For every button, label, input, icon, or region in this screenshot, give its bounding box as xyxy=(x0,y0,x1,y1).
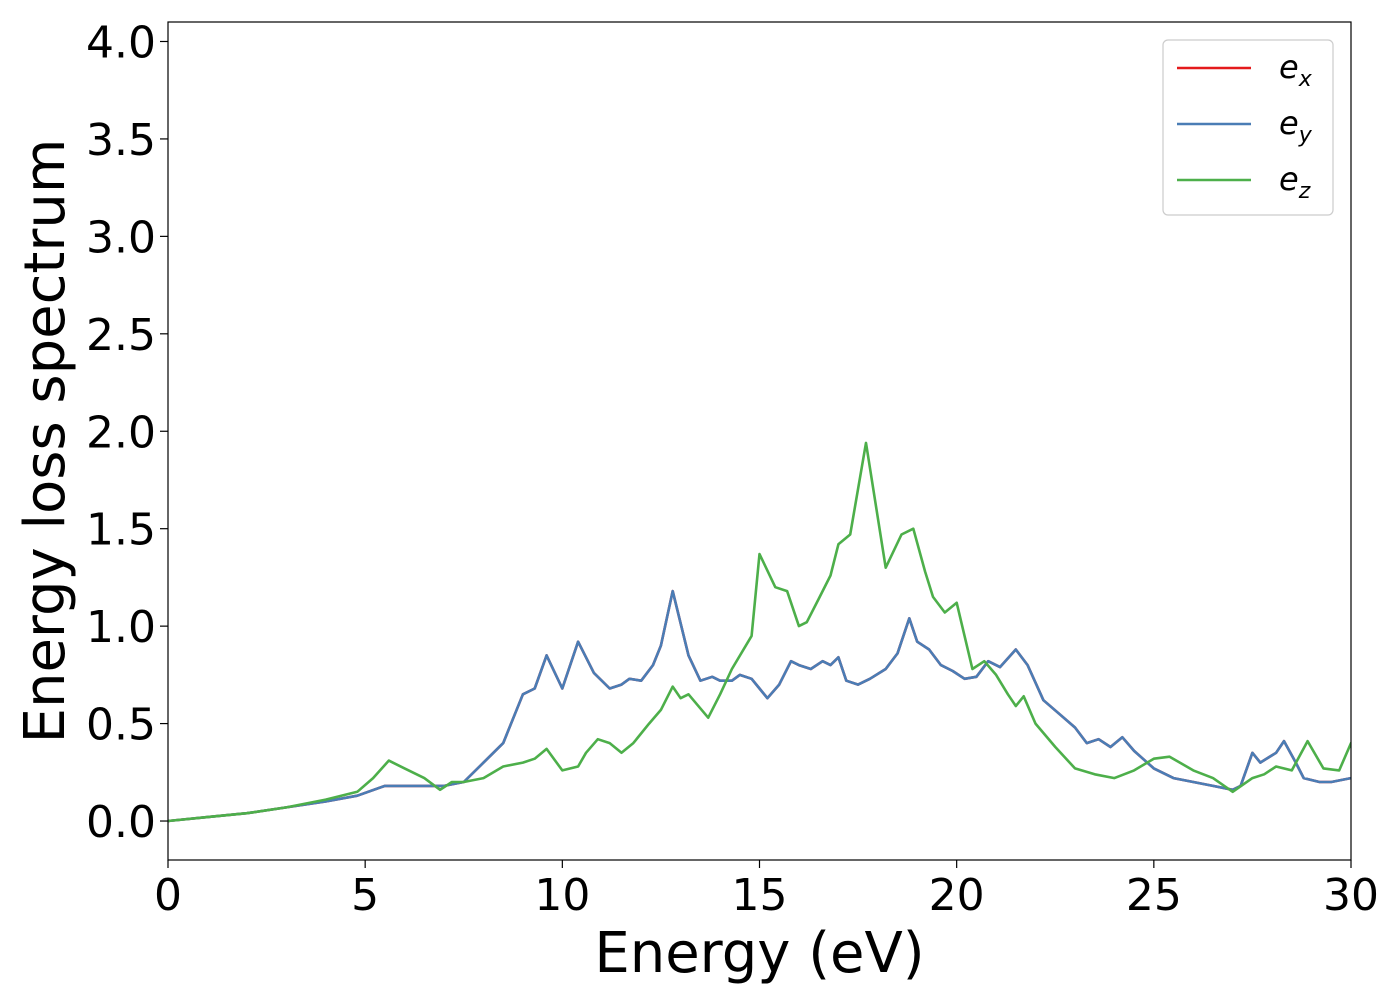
y-tick-label: 1.5 xyxy=(86,505,156,556)
y-axis-title: Energy loss spectrum xyxy=(13,139,78,744)
y-tick-label: 0.0 xyxy=(86,797,156,848)
y-tick-label: 2.0 xyxy=(86,407,156,458)
y-tick-label: 2.5 xyxy=(86,310,156,361)
series-line-e-z xyxy=(168,441,1351,823)
x-tick-label: 30 xyxy=(1323,870,1379,921)
series-layer xyxy=(168,441,1351,823)
legend-item-e-x: ex xyxy=(1177,48,1313,92)
x-axis-title: Energy (eV) xyxy=(594,921,924,986)
series-line-e-y xyxy=(168,589,1351,823)
legend: ex ey ez xyxy=(1162,39,1334,216)
x-tick-label: 15 xyxy=(732,870,788,921)
legend-item-e-y: ey xyxy=(1177,104,1313,148)
x-tick-label: 5 xyxy=(351,870,379,921)
y-tick-label: 1.0 xyxy=(86,602,156,653)
x-tick-label: 10 xyxy=(534,870,590,921)
legend-box xyxy=(1162,39,1334,216)
y-tick-label: 0.5 xyxy=(86,700,156,751)
series-line-e-x xyxy=(168,589,1351,823)
legend-label: ez xyxy=(1279,160,1311,204)
legend-item-e-z: ez xyxy=(1177,160,1311,204)
legend-label: ex xyxy=(1279,48,1313,92)
y-tick-label: 4.0 xyxy=(86,17,156,68)
y-tick-label: 3.5 xyxy=(86,115,156,166)
x-tick-label: 0 xyxy=(154,870,182,921)
x-tick-label: 20 xyxy=(929,870,985,921)
x-axis: 0 5 10 15 20 25 30 xyxy=(154,860,1379,921)
y-axis: 0.0 0.5 1.0 1.5 2.0 2.5 3.0 3.5 4.0 xyxy=(86,17,168,848)
y-tick-label: 3.0 xyxy=(86,212,156,263)
x-tick-label: 25 xyxy=(1126,870,1182,921)
legend-label: ey xyxy=(1279,104,1313,148)
